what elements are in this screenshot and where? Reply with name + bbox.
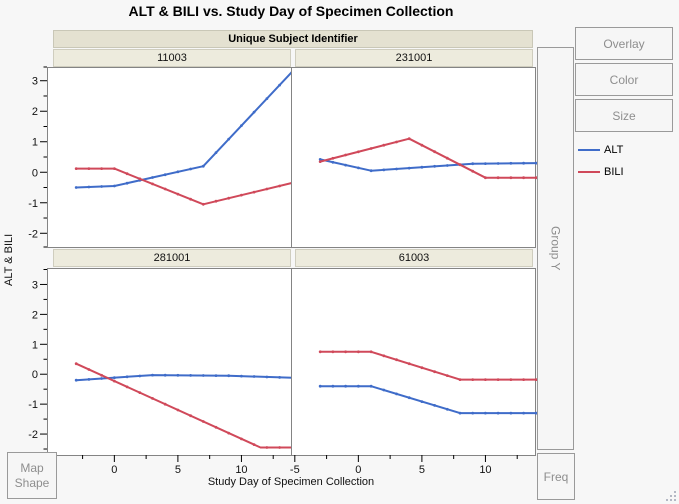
svg-text:1: 1 — [32, 339, 38, 351]
series-bili-61003 — [318, 350, 538, 381]
svg-text:10: 10 — [479, 464, 491, 476]
legend-label-alt: ALT — [604, 144, 624, 156]
map-shape-label: Map Shape — [14, 461, 50, 490]
facet-panel-61003[interactable] — [291, 268, 536, 456]
svg-text:-1: -1 — [28, 399, 38, 411]
facet-column-header: Unique Subject Identifier — [53, 30, 533, 48]
facet-panel-281001[interactable] — [47, 268, 292, 456]
series-alt-231001 — [318, 158, 538, 173]
series-bili-231001 — [318, 137, 538, 180]
y-axis — [40, 66, 47, 450]
svg-text:-5: -5 — [290, 464, 300, 476]
svg-text:3: 3 — [32, 279, 38, 291]
svg-text:5: 5 — [419, 464, 425, 476]
svg-text:-1: -1 — [28, 198, 38, 210]
facet-label-281001: 281001 — [53, 249, 291, 267]
facet-label-61003: 61003 — [295, 249, 533, 267]
series-alt-281001 — [74, 373, 294, 382]
svg-text:5: 5 — [175, 464, 181, 476]
alt-line-swatch-icon — [578, 149, 600, 151]
page-title: ALT & BILI vs. Study Day of Specimen Col… — [128, 3, 454, 19]
svg-text:0: 0 — [355, 464, 361, 476]
svg-text:10: 10 — [235, 464, 247, 476]
series-bili-281001 — [74, 362, 294, 449]
svg-text:3: 3 — [32, 76, 38, 88]
svg-text:2: 2 — [32, 309, 38, 321]
svg-text:0: 0 — [111, 464, 117, 476]
svg-text:-2: -2 — [28, 429, 38, 441]
overlay-dropzone-button[interactable]: Overlay — [575, 27, 673, 60]
y-axis-tick-labels: 3 2 1 0 -1 -2 3 2 1 0 -1 -2 — [28, 76, 38, 441]
legend: ALT BILI — [578, 139, 624, 183]
resize-grip-icon[interactable] — [663, 488, 679, 504]
x-axis-title: Study Day of Specimen Collection — [207, 476, 375, 488]
facet-label-231001: 231001 — [295, 49, 533, 67]
svg-text:0: 0 — [32, 369, 38, 381]
svg-text:0: 0 — [32, 167, 38, 179]
svg-text:1: 1 — [32, 137, 38, 149]
svg-text:2: 2 — [32, 106, 38, 118]
y-axis-title: ALT & BILI — [3, 233, 15, 287]
group-y-dropzone[interactable]: Group Y — [537, 47, 574, 450]
legend-item-alt[interactable]: ALT — [578, 139, 624, 161]
size-dropzone-button[interactable]: Size — [575, 99, 673, 132]
bili-line-swatch-icon — [578, 171, 600, 173]
legend-item-bili[interactable]: BILI — [578, 161, 624, 183]
map-shape-dropzone[interactable]: Map Shape — [7, 452, 57, 499]
series-alt-61003 — [318, 384, 538, 415]
color-dropzone-button[interactable]: Color — [575, 63, 673, 96]
legend-label-bili: BILI — [604, 166, 624, 178]
svg-text:-2: -2 — [28, 228, 38, 240]
series-bili-11003 — [74, 167, 294, 206]
facet-panel-11003[interactable] — [47, 67, 292, 248]
freq-dropzone[interactable]: Freq — [537, 453, 575, 500]
x-axis — [50, 455, 518, 462]
facet-panel-231001[interactable] — [291, 67, 536, 248]
facet-label-11003: 11003 — [53, 49, 291, 67]
